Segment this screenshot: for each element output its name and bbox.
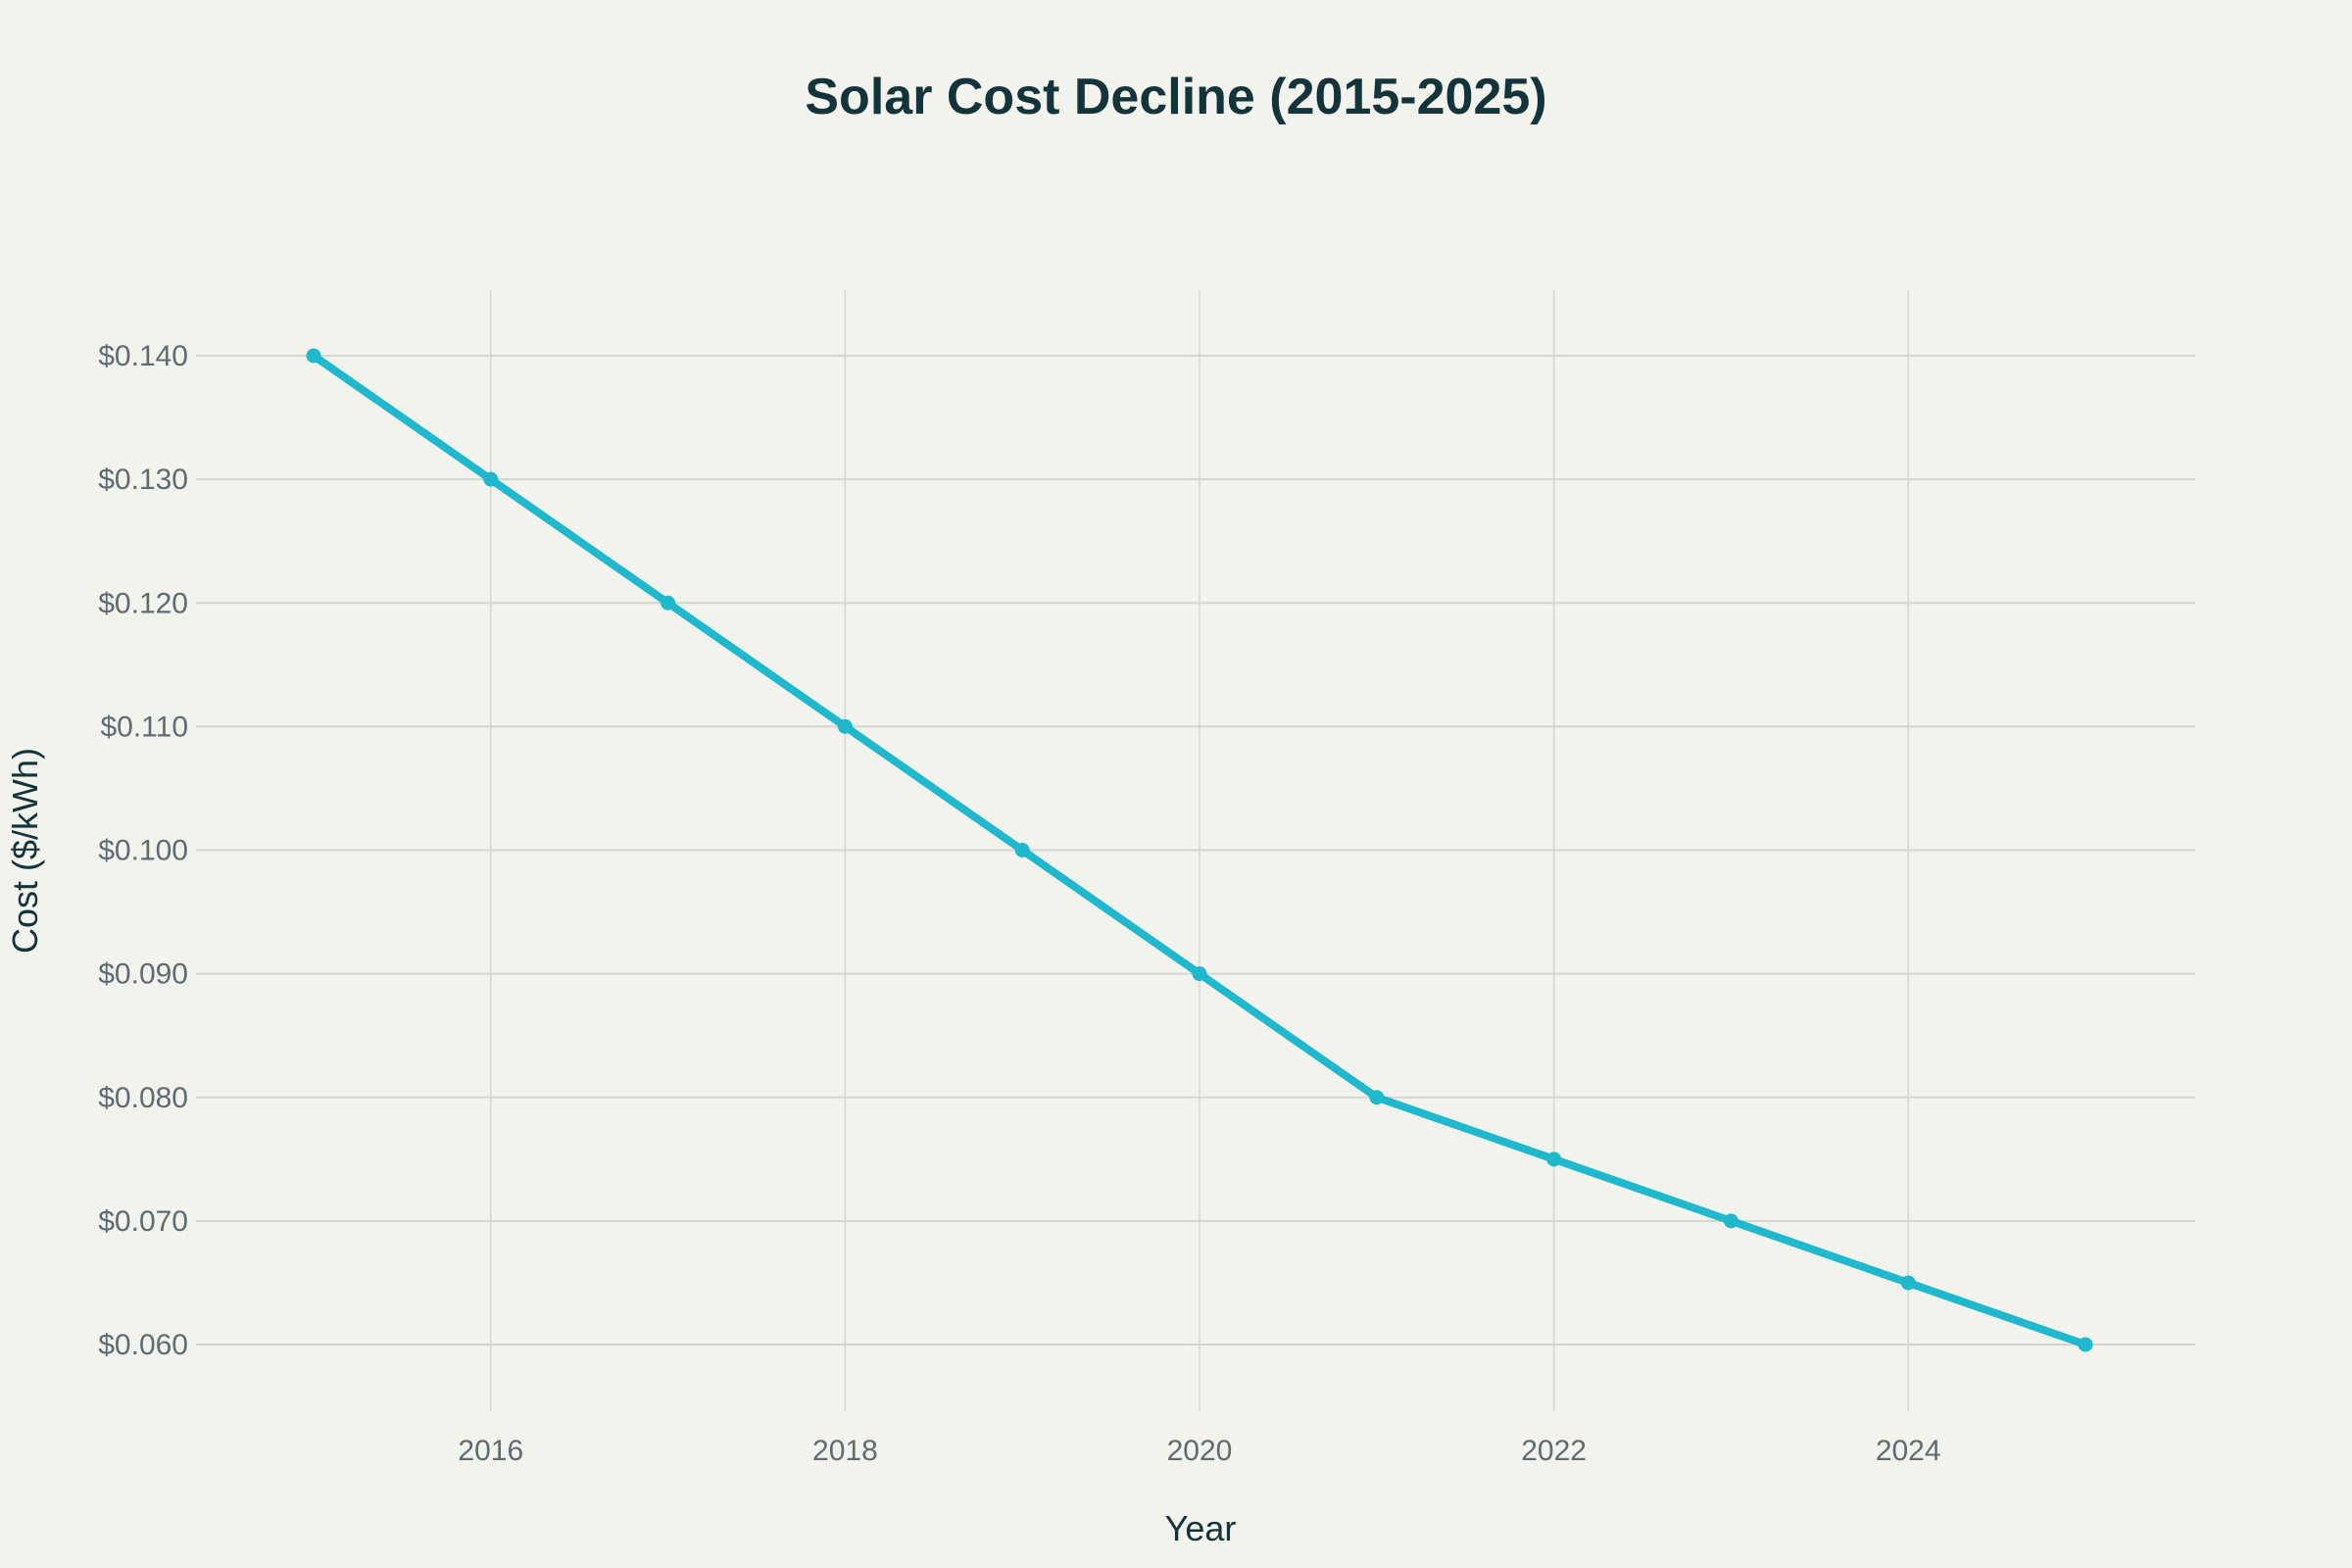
y-axis-ticks: $0.060 $0.070 $0.080 $0.090 $0.100 $0.110 $0.1… — [98, 340, 188, 1361]
x-axis-label: Year — [1165, 1508, 1237, 1548]
y-tick-label: $0.120 — [98, 587, 188, 619]
x-tick-label: 2020 — [1167, 1435, 1233, 1467]
data-point-2016[interactable] — [483, 471, 499, 487]
chart-title: Solar Cost Decline (2015-2025) — [805, 69, 1546, 125]
y-tick-label: $0.070 — [98, 1205, 188, 1238]
y-axis-label: Cost ($/kWh) — [5, 748, 45, 954]
data-point-2019[interactable] — [1014, 843, 1030, 858]
data-point-2025[interactable] — [2078, 1337, 2093, 1352]
data-point-2021[interactable] — [1369, 1090, 1385, 1105]
data-point-2022[interactable] — [1546, 1152, 1562, 1167]
y-tick-label: $0.110 — [100, 710, 188, 743]
x-tick-label: 2022 — [1521, 1435, 1587, 1467]
y-gridlines — [196, 355, 2195, 1346]
y-tick-label: $0.090 — [98, 958, 188, 991]
x-tick-label: 2024 — [1876, 1435, 1941, 1467]
data-point-2023[interactable] — [1723, 1213, 1739, 1229]
y-tick-label: $0.100 — [98, 835, 188, 867]
series-group — [306, 348, 2093, 1352]
data-point-2020[interactable] — [1192, 966, 1207, 982]
x-tick-label: 2016 — [458, 1435, 523, 1467]
data-point-2024[interactable] — [1900, 1275, 1916, 1291]
y-tick-label: $0.130 — [98, 464, 188, 496]
y-tick-label: $0.140 — [98, 340, 188, 372]
data-point-2017[interactable] — [661, 595, 676, 611]
y-tick-label: $0.060 — [98, 1329, 188, 1361]
data-point-2018[interactable] — [837, 718, 853, 734]
data-point-2015[interactable] — [306, 348, 321, 364]
x-axis-ticks: 2016 2018 2020 2022 2024 — [458, 1435, 1940, 1467]
y-tick-label: $0.080 — [98, 1082, 188, 1114]
x-tick-label: 2018 — [812, 1435, 878, 1467]
